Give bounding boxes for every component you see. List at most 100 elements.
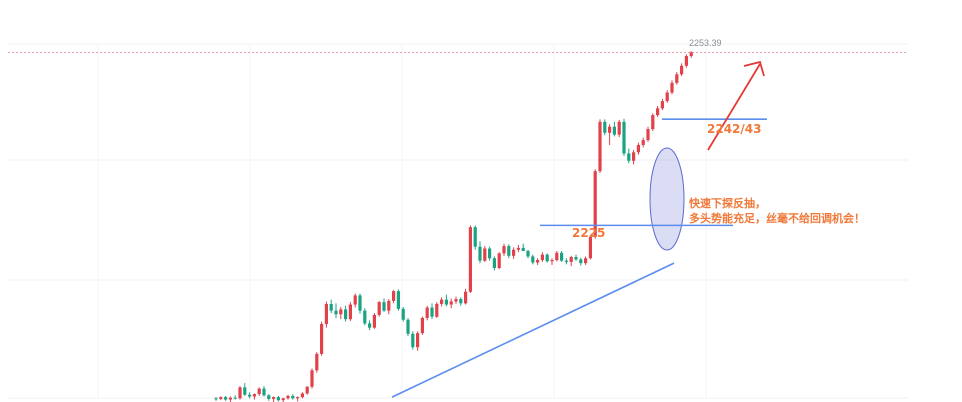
- candles-layer: [214, 51, 693, 402]
- candle-body: [646, 129, 650, 141]
- candle-body: [569, 257, 573, 262]
- candle-body: [358, 295, 362, 311]
- candle-body: [252, 394, 256, 397]
- candle-body: [353, 295, 357, 305]
- candle-body: [435, 303, 439, 317]
- candle-body: [425, 307, 429, 318]
- candle-body: [478, 246, 482, 261]
- candle-body: [382, 302, 386, 311]
- candle-body: [300, 393, 304, 398]
- candle-body: [502, 246, 506, 254]
- candle-body: [257, 388, 261, 395]
- candle-body: [454, 299, 458, 302]
- candle-body: [310, 370, 314, 387]
- candle-body: [608, 126, 612, 133]
- candle-body: [473, 227, 477, 247]
- candle-body: [286, 395, 290, 399]
- candle-body: [396, 291, 400, 309]
- candle-body: [214, 398, 218, 400]
- candle-body: [468, 227, 472, 292]
- candle-body: [440, 299, 444, 304]
- candle-body: [622, 121, 626, 154]
- candle-body: [416, 333, 420, 348]
- candle-body: [670, 82, 674, 93]
- candle-body: [276, 397, 280, 401]
- level-label-2225: 2225: [572, 226, 606, 241]
- candle-body: [315, 353, 319, 371]
- candle-body: [584, 258, 588, 264]
- candle-body: [324, 303, 328, 325]
- candle-body: [296, 397, 300, 399]
- candle-body: [526, 250, 530, 257]
- candle-body: [363, 310, 367, 324]
- candle-body: [564, 260, 568, 262]
- candle-body: [281, 398, 285, 401]
- candle-body: [430, 307, 434, 317]
- candle-body: [372, 314, 376, 328]
- candle-body: [536, 260, 540, 263]
- candle-body: [675, 74, 679, 83]
- candle-body: [459, 299, 463, 304]
- candle-body: [680, 65, 684, 75]
- candle-body: [392, 291, 396, 301]
- candle-body: [612, 126, 616, 135]
- annotation-line-1: 快速下探反抽，: [689, 197, 766, 210]
- candle-body: [574, 257, 578, 260]
- candle-body: [444, 299, 448, 305]
- candle-body: [291, 395, 295, 399]
- candle-body: [656, 108, 660, 116]
- candle-body: [248, 394, 252, 397]
- candle-body: [219, 397, 223, 399]
- candle-body: [550, 260, 554, 262]
- up-arrow-head: [743, 60, 765, 77]
- candle-body: [320, 324, 324, 354]
- candle-body: [449, 301, 453, 305]
- level-label-2242-43: 2242/43: [707, 122, 762, 137]
- candle-body: [339, 309, 343, 315]
- candle-body: [401, 308, 405, 320]
- candle-body: [660, 101, 664, 109]
- candle-body: [627, 153, 631, 161]
- candle-body: [411, 333, 415, 348]
- candle-body: [598, 121, 602, 172]
- candle-body: [684, 56, 688, 66]
- candle-body: [603, 121, 607, 133]
- chart-grid: [8, 43, 908, 399]
- candle-body: [387, 300, 391, 311]
- candle-body: [272, 397, 276, 399]
- candle-body: [348, 304, 352, 320]
- up-arrow: [707, 60, 765, 151]
- candle-body: [334, 310, 338, 315]
- annotation-text: 快速下探反抽， 多头势能充足，丝毫不给回调机会！: [689, 196, 865, 226]
- pullback-highlight-ellipse: [649, 147, 685, 251]
- candle-body: [329, 303, 333, 311]
- candle-body: [521, 247, 525, 251]
- candle-body: [617, 121, 621, 135]
- candle-body: [636, 144, 640, 153]
- candle-body: [531, 256, 535, 263]
- candle-body: [464, 291, 468, 304]
- support-trendline: [391, 262, 675, 398]
- candle-body: [593, 171, 597, 237]
- candle-body: [555, 252, 559, 261]
- candle-body: [545, 254, 549, 262]
- candle-body: [492, 258, 496, 268]
- candle-body: [228, 397, 232, 400]
- candle-body: [665, 92, 669, 102]
- candle-body: [641, 140, 645, 145]
- candle-body: [689, 52, 693, 57]
- candle-body: [579, 259, 583, 264]
- candle-body: [377, 302, 381, 315]
- candle-body: [651, 115, 655, 130]
- candle-body: [507, 246, 511, 256]
- candle-body: [406, 319, 410, 334]
- annotation-line-2: 多头势能充足，丝毫不给回调机会！: [689, 212, 865, 225]
- candle-body: [483, 248, 487, 261]
- candle-body: [267, 395, 271, 399]
- current-price-label: 2253.39: [689, 38, 722, 49]
- candle-body: [497, 253, 501, 268]
- candle-body: [516, 247, 520, 250]
- candle-body: [243, 387, 247, 395]
- candle-body: [344, 309, 348, 320]
